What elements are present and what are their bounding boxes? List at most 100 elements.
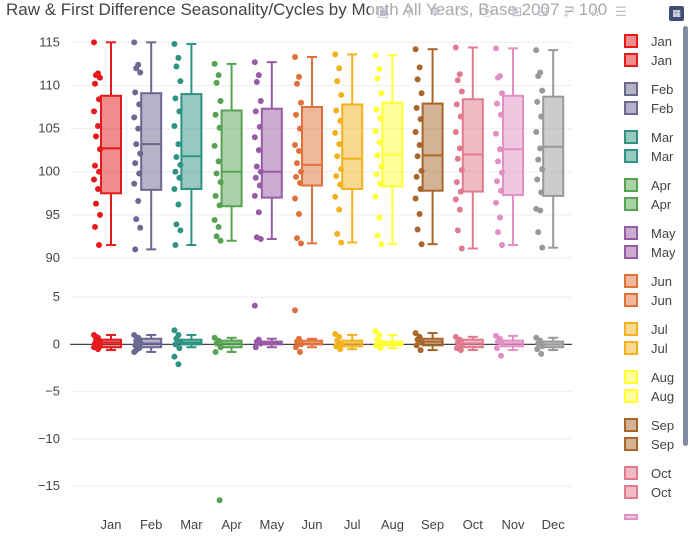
data-point xyxy=(252,174,259,181)
zoom-out-icon[interactable]: ⊟ xyxy=(537,4,549,19)
legend-swatch xyxy=(624,53,638,67)
x-tick-label: Jul xyxy=(344,517,361,532)
data-point xyxy=(213,340,220,347)
modebar: ▣ ⚲ ✥ □ ⦿ ⊞ ⊟ ⤢ ⌂ ☰ ▦ xyxy=(370,2,690,22)
legend-item-jan[interactable]: Jan xyxy=(624,53,672,68)
legend-item-may[interactable]: May xyxy=(624,245,676,260)
box-dec-first-difference xyxy=(533,334,565,357)
data-point xyxy=(533,47,540,54)
legend-item-may[interactable]: May xyxy=(624,226,676,241)
box-body xyxy=(461,98,484,193)
data-point xyxy=(213,170,220,177)
data-point xyxy=(494,100,500,107)
data-point xyxy=(175,141,182,148)
legend-item-jan[interactable]: Jan xyxy=(624,34,672,49)
box-body xyxy=(421,102,444,192)
reset-axes-icon[interactable]: ⌂ xyxy=(591,4,599,19)
legend-label: May xyxy=(651,245,676,260)
data-point xyxy=(333,173,340,180)
legend-swatch xyxy=(624,437,638,451)
data-point xyxy=(332,51,339,58)
legend: Jan Jan Feb Feb Mar Mar Apr Apr May May Jun Jun Jul J… xyxy=(624,34,676,520)
data-point xyxy=(175,54,182,61)
data-point xyxy=(217,237,224,244)
box-mar-raw xyxy=(171,41,203,249)
legend-item-apr[interactable]: Apr xyxy=(624,178,672,193)
legend-item-jun[interactable]: Jun xyxy=(624,293,672,308)
data-point xyxy=(413,173,420,180)
data-point xyxy=(93,200,99,207)
y-tick-label: 0 xyxy=(53,336,60,351)
data-point xyxy=(257,236,264,243)
legend-scrollbar[interactable] xyxy=(683,26,688,446)
data-point xyxy=(132,160,139,167)
box-mar-first-difference xyxy=(171,327,203,368)
data-point xyxy=(414,153,421,160)
legend-swatch xyxy=(624,341,638,355)
data-point xyxy=(292,195,298,202)
data-point xyxy=(495,158,501,165)
legend-item-jul[interactable]: Jul xyxy=(624,322,668,337)
box-nov-first-difference xyxy=(493,332,524,359)
data-point xyxy=(418,167,425,174)
data-point xyxy=(453,101,460,108)
legend-item-sep[interactable]: Sep xyxy=(624,437,674,452)
lasso-icon[interactable]: ⦿ xyxy=(480,4,494,19)
data-point xyxy=(452,44,459,51)
box-select-icon[interactable]: □ xyxy=(457,4,465,19)
data-point xyxy=(133,141,140,148)
zoom-in-icon[interactable]: ⊞ xyxy=(511,4,523,19)
legend-item-aug[interactable]: Aug xyxy=(624,370,674,385)
legend-item-feb[interactable]: Feb xyxy=(624,101,673,116)
plotly-logo-icon[interactable]: ▦ xyxy=(669,6,684,21)
data-point xyxy=(539,244,546,251)
legend-item-apr[interactable]: Apr xyxy=(624,197,672,212)
data-point xyxy=(171,123,178,129)
data-point xyxy=(332,193,339,200)
y-tick-label: 105 xyxy=(38,121,60,136)
legend-item-jun[interactable]: Jun xyxy=(624,274,672,289)
data-point xyxy=(172,341,179,348)
legend-item-oct[interactable]: Oct xyxy=(624,485,672,500)
data-point xyxy=(497,146,503,153)
data-point xyxy=(297,348,303,355)
camera-icon[interactable]: ▣ xyxy=(376,4,390,19)
toggle-spikelines-icon[interactable]: ☰ xyxy=(615,4,627,19)
data-point xyxy=(217,179,224,186)
data-point xyxy=(539,87,546,94)
autoscale-icon[interactable]: ⤢ xyxy=(563,4,575,19)
legend-item-feb[interactable]: Feb xyxy=(624,82,673,97)
pan-icon[interactable]: ✥ xyxy=(429,4,441,19)
box-body xyxy=(100,94,122,195)
data-point xyxy=(417,347,424,354)
x-tick-label: Jun xyxy=(302,517,323,532)
data-point xyxy=(298,99,304,106)
data-point xyxy=(171,327,178,334)
data-point xyxy=(256,123,263,130)
legend-item-oct[interactable]: Oct xyxy=(624,466,672,481)
legend-item-jul[interactable]: Jul xyxy=(624,341,668,356)
data-point xyxy=(374,75,381,82)
data-point xyxy=(296,148,302,155)
data-point xyxy=(452,196,459,203)
data-point xyxy=(91,108,97,115)
legend-swatch-partial xyxy=(624,514,638,520)
data-point xyxy=(298,240,304,247)
data-point xyxy=(412,330,419,337)
legend-item-sep[interactable]: Sep xyxy=(624,418,674,433)
legend-item-mar[interactable]: Mar xyxy=(624,149,674,164)
data-point xyxy=(173,221,180,228)
legend-item-aug[interactable]: Aug xyxy=(624,389,674,404)
box-body xyxy=(301,106,323,187)
data-point xyxy=(137,69,144,76)
data-point xyxy=(336,206,343,213)
data-point xyxy=(292,141,298,148)
legend-item-mar[interactable]: Mar xyxy=(624,130,674,145)
zoom-icon[interactable]: ⚲ xyxy=(404,4,414,19)
legend-label: Oct xyxy=(651,485,672,500)
data-point xyxy=(176,345,183,352)
data-point xyxy=(495,74,501,81)
data-point xyxy=(213,79,220,86)
x-tick-label: Sep xyxy=(421,517,444,532)
